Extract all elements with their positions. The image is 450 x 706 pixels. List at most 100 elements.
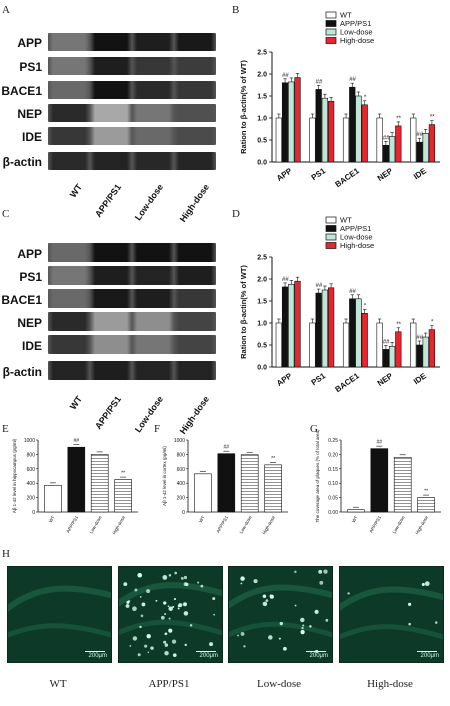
significance-mark: * (364, 95, 367, 101)
bar (410, 322, 417, 368)
plaque-dot (182, 602, 187, 607)
significance-mark: ## (416, 132, 423, 138)
bar (347, 509, 365, 513)
plaque-dot (123, 582, 128, 587)
band-label: APP (17, 247, 42, 261)
bar (114, 479, 132, 513)
plaque-dot (147, 651, 150, 654)
significance-mark: ## (282, 277, 289, 283)
band-label: IDE (21, 130, 42, 144)
y-tick-label: 600 (177, 467, 186, 473)
plaque-dot (162, 575, 168, 580)
bar (416, 344, 423, 368)
plaque-dot (150, 646, 154, 650)
y-tick-label: 1.0 (257, 321, 267, 328)
bar (275, 117, 282, 163)
bar (410, 117, 417, 163)
band-label: PS1 (19, 270, 42, 284)
band-label: β-actin (2, 155, 42, 169)
significance-mark: ## (316, 283, 323, 289)
plaque-dot (309, 625, 312, 628)
y-axis-label: The coverage area of plaques (% of total… (315, 430, 320, 523)
plaque-dot (144, 644, 148, 648)
significance-mark: ## (349, 77, 356, 83)
x-tick-label: High-dose (111, 515, 126, 536)
scale-label: 200μm (199, 653, 218, 659)
band-label: BACE1 (1, 84, 42, 98)
band-label: BACE1 (1, 293, 42, 307)
legend-label: APP/PS1 (340, 19, 371, 28)
legend-label: High-dose (340, 241, 374, 250)
bar (194, 473, 212, 513)
band-strip (48, 335, 216, 354)
legend-label: Low-dose (340, 28, 373, 37)
plaque-dot (140, 614, 144, 618)
micrograph-low-dose: 200μm (228, 566, 333, 663)
micrograph-caption: Low-dose (257, 678, 301, 690)
plaque-dot (268, 635, 273, 640)
bar (428, 124, 436, 163)
bar (422, 133, 429, 163)
x-tick-label: APP (275, 166, 294, 183)
plaque-dot (126, 600, 130, 604)
bar (321, 289, 328, 368)
x-tick-label: BACE1 (333, 371, 361, 394)
micrograph-caption: High-dose (367, 678, 413, 690)
plaque-dot (160, 615, 165, 620)
bar (388, 136, 396, 163)
plaque-dot (129, 644, 132, 647)
band-strip (48, 312, 216, 331)
plaque-dot (300, 629, 305, 635)
plaque-dot (163, 640, 167, 644)
plaque-dot (132, 606, 137, 612)
plaque-dot (262, 601, 268, 607)
band-strip (48, 33, 216, 51)
y-tick-label: 1.0 (257, 116, 267, 123)
y-tick-label: 1.5 (257, 94, 267, 101)
y-tick-label: 0.20 (328, 452, 338, 458)
plaque-dot (197, 581, 200, 584)
significance-mark: ## (316, 79, 323, 85)
plaque-dot (172, 653, 177, 657)
plaque-dot (174, 571, 177, 575)
significance-mark: ## (377, 440, 383, 446)
bar (327, 100, 335, 163)
bar (309, 117, 316, 163)
plaque-dot (146, 589, 151, 594)
bar (376, 117, 383, 163)
bar (217, 453, 236, 513)
band-label: APP (17, 36, 42, 50)
plaque-dot (408, 602, 412, 606)
bar (44, 485, 62, 513)
bar (349, 86, 356, 163)
plaque-dot (139, 595, 142, 598)
plaque-dot (146, 633, 151, 639)
y-axis-label: Aβ 1-42 level in hippocampus (pg/ml) (12, 438, 17, 513)
plaque-dot (269, 594, 272, 597)
band-strip (48, 104, 216, 122)
bar (382, 144, 389, 163)
band-strip (48, 289, 216, 308)
plaque-dot (200, 584, 204, 588)
x-tick-label: WT (198, 515, 206, 524)
panel-letter-h: H (2, 548, 10, 560)
panel-letter-d: D (232, 208, 240, 220)
x-tick-label: High-dose (414, 515, 429, 536)
significance-mark: ## (74, 438, 80, 444)
plaque-dot (243, 645, 246, 648)
plaque-dot (138, 573, 140, 576)
y-tick-label: 0.15 (328, 467, 338, 473)
panel-letter-c: C (2, 208, 10, 220)
plaque-dot (164, 613, 167, 615)
y-tick-label: 0.0 (257, 160, 267, 167)
chart-g: 0.00 0.05 0.10 0.15 0.20 0.25 The coverage are… (315, 430, 441, 536)
plaque-dot (139, 625, 142, 629)
plaque-dot (132, 636, 138, 641)
bar (361, 104, 368, 163)
plaque-dot (168, 617, 171, 620)
plaque-dot (137, 653, 141, 657)
legend-swatch (325, 233, 337, 241)
bar (309, 322, 316, 368)
plaque-dot (184, 643, 187, 647)
